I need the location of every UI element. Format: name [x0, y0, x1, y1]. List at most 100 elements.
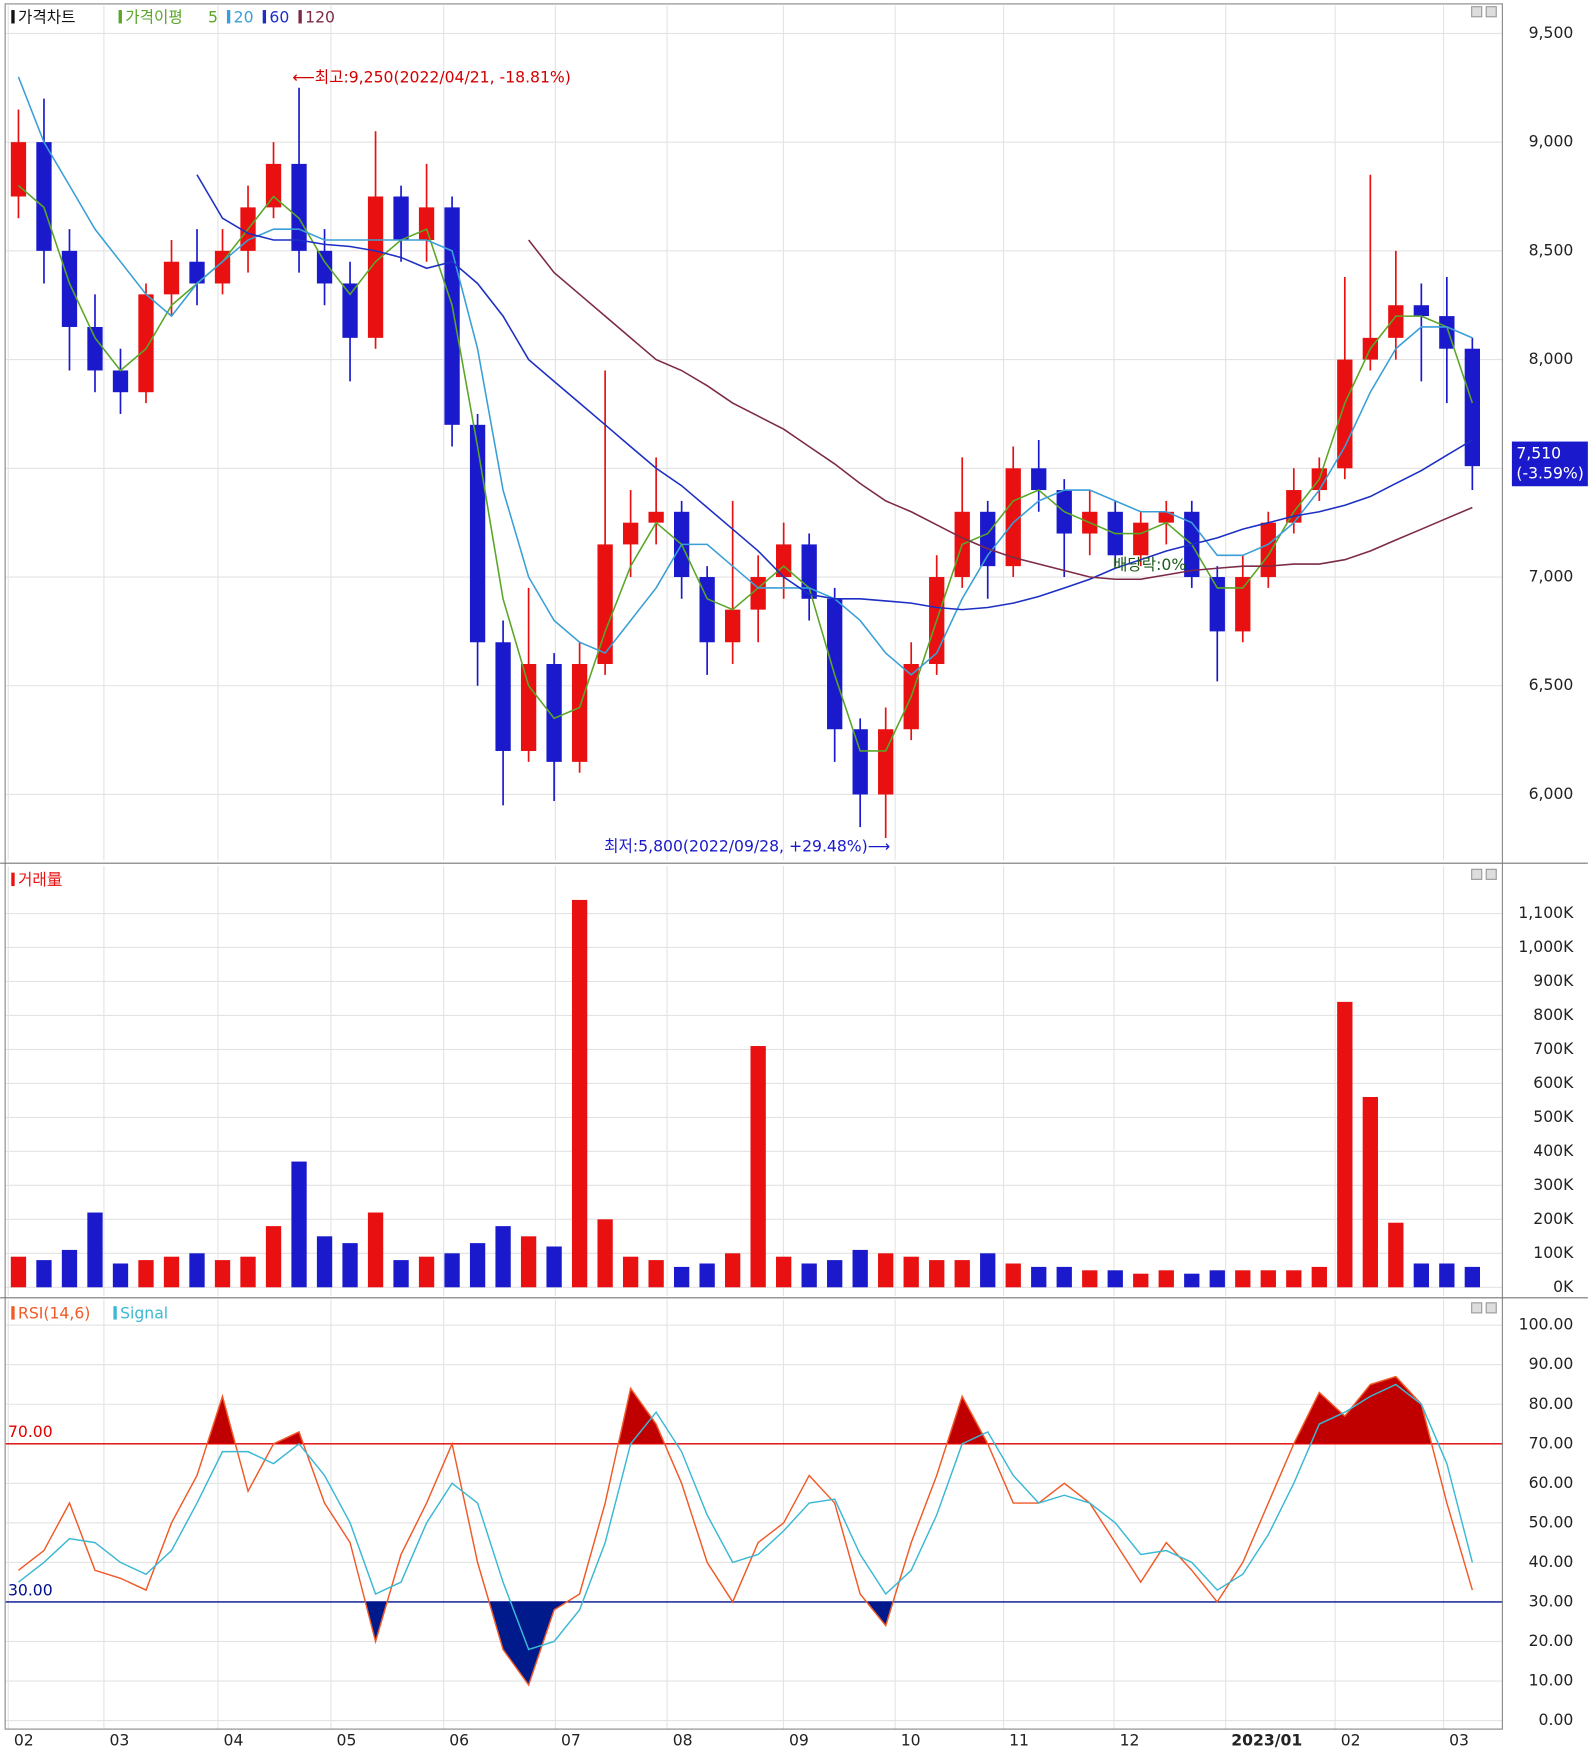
- volume-bar: [1158, 1270, 1174, 1288]
- volume-bar: [1235, 1270, 1251, 1288]
- volume-bar: [954, 1260, 970, 1288]
- volume-bar: [418, 1256, 435, 1288]
- y-tick-label: 600K: [1533, 1073, 1574, 1092]
- y-tick-label: 20.00: [1529, 1631, 1574, 1650]
- volume-bar: [571, 899, 588, 1288]
- volume-bar: [776, 1256, 792, 1288]
- y-tick-label: 1,000K: [1518, 937, 1574, 956]
- panel-button[interactable]: [1471, 6, 1483, 18]
- candle-body: [1158, 511, 1174, 523]
- volume-bar: [827, 1260, 843, 1288]
- volume-bar: [1362, 1097, 1378, 1288]
- candle-body: [291, 163, 307, 251]
- y-tick-label: 100.00: [1519, 1315, 1574, 1334]
- candle-body: [1464, 348, 1481, 467]
- y-tick-label: 8,500: [1529, 240, 1574, 259]
- y-tick-label: 100K: [1533, 1243, 1574, 1262]
- legend-marker: [11, 872, 15, 887]
- volume-bar: [87, 1212, 103, 1288]
- panel-button[interactable]: [1471, 1302, 1483, 1314]
- volume-bar: [1005, 1263, 1021, 1288]
- legend-title: 가격차트: [18, 7, 76, 26]
- candle-body: [725, 609, 741, 643]
- volume-bar: [10, 1256, 27, 1288]
- last-price-label: 7,510: [1516, 443, 1561, 462]
- volume-bar: [1439, 1263, 1455, 1288]
- y-tick-label: 9,000: [1529, 132, 1574, 151]
- candle-body: [10, 142, 27, 197]
- level-label: 30.00: [8, 1580, 53, 1599]
- volume-bar: [393, 1260, 409, 1288]
- candle-body: [316, 250, 333, 284]
- x-tick-label: 09: [789, 1730, 809, 1749]
- volume-bar: [1056, 1266, 1072, 1288]
- legend-entry: 5: [208, 7, 218, 26]
- candle-body: [1031, 468, 1047, 491]
- volume-bar: [546, 1246, 562, 1288]
- panel-button[interactable]: [1471, 868, 1483, 880]
- y-tick-label: 700K: [1533, 1039, 1574, 1058]
- candle-body: [1286, 490, 1302, 523]
- volume-bar: [1107, 1270, 1123, 1288]
- volume-bar: [163, 1256, 180, 1288]
- volume-bar: [61, 1249, 78, 1288]
- volume-bar: [597, 1219, 613, 1288]
- candle-body: [138, 294, 154, 393]
- candle-body: [699, 577, 715, 643]
- volume-bar: [342, 1243, 358, 1288]
- y-tick-label: 50.00: [1529, 1512, 1574, 1531]
- legend-entry: 60: [269, 7, 289, 26]
- legend-marker: [11, 1306, 15, 1320]
- candle-body: [163, 261, 180, 295]
- legend-entry: 거래量: [18, 870, 62, 889]
- level-label: 70.00: [8, 1422, 53, 1441]
- y-tick-label: 6,500: [1529, 675, 1574, 694]
- dividend-annotation: 배당락:0%: [1113, 555, 1186, 574]
- candle-body: [1133, 522, 1149, 556]
- candle-body: [61, 250, 78, 327]
- last-change-label: (-3.59%): [1516, 463, 1583, 482]
- volume-bar: [1031, 1266, 1047, 1288]
- legend-marker: [226, 10, 231, 24]
- volume-bar: [1337, 1001, 1353, 1288]
- y-tick-label: 9,500: [1529, 23, 1574, 42]
- panel-button[interactable]: [1485, 868, 1497, 880]
- rsi-line: [18, 1383, 1474, 1651]
- candle-body: [1005, 468, 1021, 567]
- panel-button[interactable]: [1485, 6, 1497, 18]
- x-tick-label: 11: [1009, 1730, 1029, 1749]
- volume-bar: [1388, 1222, 1404, 1288]
- volume-bar: [367, 1212, 384, 1288]
- candle-body: [1388, 305, 1404, 338]
- panel-button[interactable]: [1485, 1302, 1497, 1314]
- candle-body: [852, 729, 868, 795]
- volume-bar: [648, 1260, 664, 1288]
- volume-bar: [316, 1236, 333, 1288]
- y-tick-label: 6,000: [1529, 784, 1574, 803]
- volume-bar: [699, 1263, 715, 1288]
- legend-title: 가격이평: [125, 7, 182, 26]
- volume-bar: [189, 1253, 205, 1288]
- volume-bar: [265, 1226, 282, 1288]
- moving-average-line: [17, 76, 1473, 676]
- volume-bar: [112, 1263, 129, 1288]
- y-tick-label: 900K: [1533, 971, 1574, 990]
- candle-body: [571, 664, 588, 762]
- volume-bar: [495, 1226, 511, 1288]
- candle-body: [469, 424, 486, 643]
- y-tick-label: 0.00: [1539, 1710, 1574, 1729]
- volume-bar: [725, 1253, 741, 1288]
- candle-body: [1260, 522, 1276, 578]
- y-tick-label: 7,000: [1529, 567, 1574, 586]
- low-annotation: 최저:5,800(2022/09/28, +29.48%)⟶: [604, 836, 890, 855]
- candle-body: [112, 370, 129, 393]
- candle-body: [597, 544, 613, 665]
- y-tick-label: 90.00: [1529, 1354, 1574, 1373]
- volume-bar: [214, 1260, 231, 1288]
- legend-marker: [118, 10, 122, 24]
- volume-bar: [852, 1249, 868, 1288]
- volume-bar: [36, 1260, 52, 1288]
- volume-bar: [878, 1253, 894, 1288]
